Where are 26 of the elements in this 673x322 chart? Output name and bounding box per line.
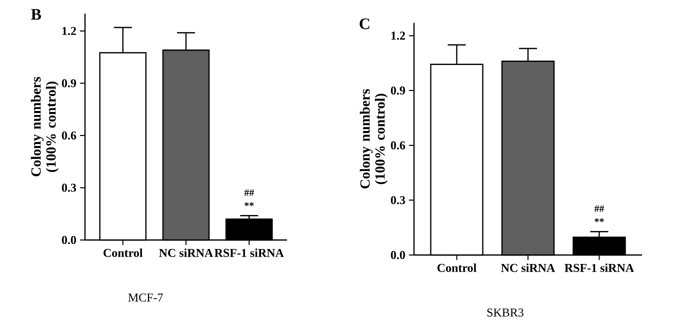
chart-title: B xyxy=(31,9,42,20)
annotation: ## xyxy=(244,189,254,196)
y-axis-title: Colony numbers (100% control) xyxy=(30,76,59,176)
x-tick-label: RSF-1 siRNA xyxy=(564,264,634,272)
annotation: ** xyxy=(244,202,254,206)
y-axis-title: Colony numbers (100% control) xyxy=(360,89,388,188)
x-axis-title: MCF-7 xyxy=(128,294,163,302)
x-tick-label: RSF-1 siRNA xyxy=(214,248,284,257)
annotation: ## xyxy=(594,205,604,212)
y-tick-label: 0.6 xyxy=(390,141,406,150)
y-tick-label: 1.2 xyxy=(62,26,76,36)
y-tick-label: 1.2 xyxy=(391,32,405,40)
y-tick-label: 0.0 xyxy=(390,250,406,260)
y-tick-label: 0.9 xyxy=(62,79,76,88)
y-tick-label: 0.9 xyxy=(390,86,406,95)
x-tick-label: NC siRNA xyxy=(501,264,556,272)
x-tick-label: Control xyxy=(437,264,476,272)
x-tick-label: Control xyxy=(104,248,143,257)
y-tick-label: 0.0 xyxy=(62,236,76,244)
x-axis-title: SKBR3 xyxy=(487,308,524,317)
y-tick-label: 0.6 xyxy=(62,131,76,140)
chart-title: C xyxy=(360,18,370,30)
x-tick-label: NC siRNA xyxy=(159,248,214,257)
annotation: ** xyxy=(594,218,604,222)
y-tick-label: 0.3 xyxy=(62,184,76,192)
y-tick-label: 0.3 xyxy=(390,196,406,204)
